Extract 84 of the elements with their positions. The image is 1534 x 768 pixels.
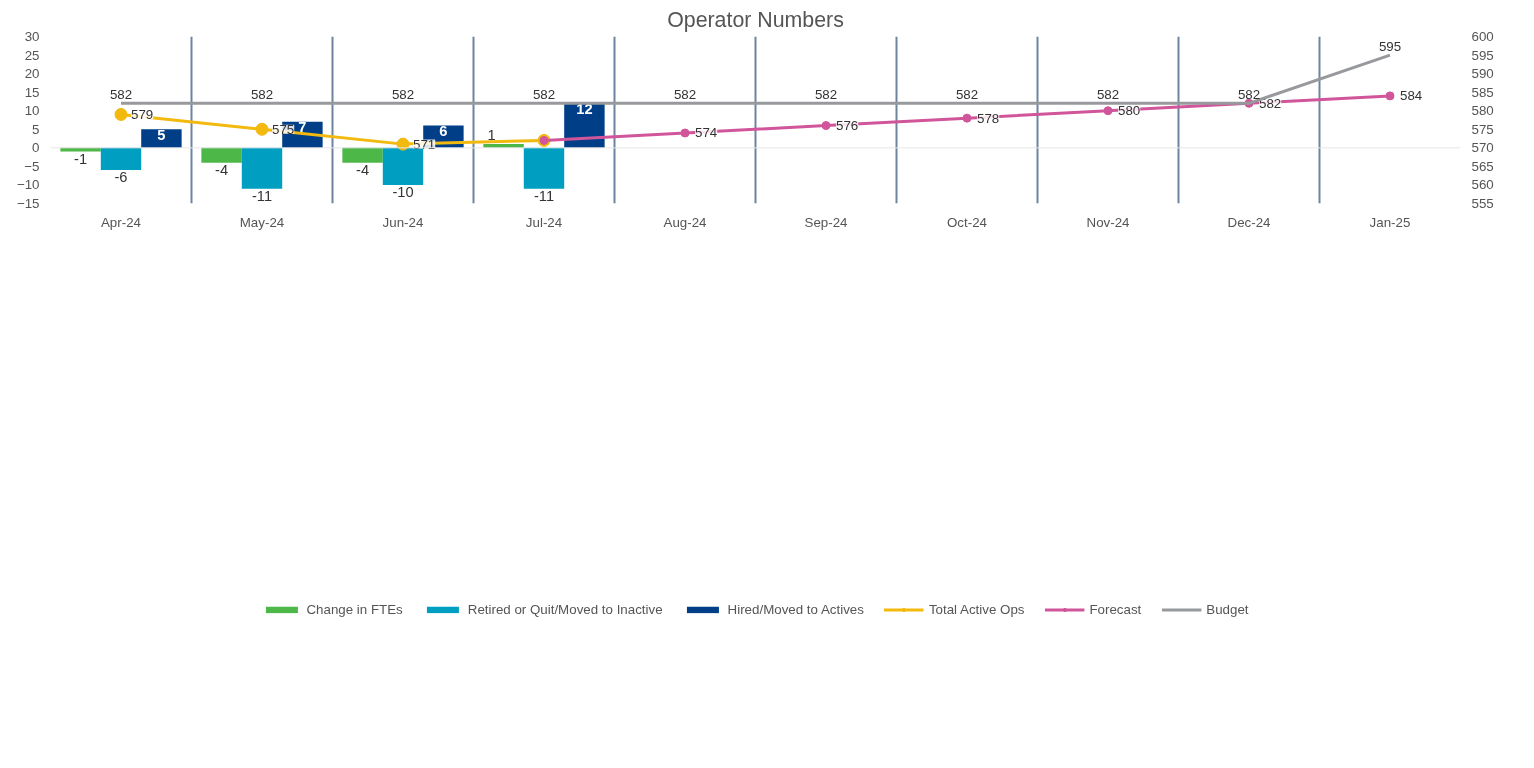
y-tick-label: −15 [16,196,40,211]
data-label: 582 [673,87,697,103]
data-label: 582 [955,87,979,103]
point [1385,91,1395,101]
data-label: 5 [157,126,166,143]
point [821,121,831,131]
point [114,107,128,121]
data-label: 578 [977,110,1000,126]
y2-tick-label: 595 [1471,47,1494,63]
y2-tick-label: 565 [1471,158,1494,174]
data-label: 582 [1096,87,1120,103]
data-label: -4 [356,161,370,178]
y2-tick-label: 570 [1471,140,1494,156]
point [962,113,972,123]
data-label: -6 [114,169,128,186]
data-label: -11 [251,187,273,204]
data-label: 579 [131,106,154,122]
data-label: 582 [1237,87,1261,103]
bar [201,147,242,163]
data-label: -1 [74,150,88,167]
bar [382,147,424,185]
bar [342,147,383,163]
legend-label: Total Active Ops [928,601,1025,617]
x-tick-label: Jan-25 [1369,214,1411,230]
data-label: 575 [272,121,295,137]
y-tick-label: 20 [24,66,40,82]
y-tick-label: 25 [24,47,40,63]
bar [60,147,101,152]
y2-tick-label: 590 [1471,66,1494,82]
x-tick-label: Sep-24 [804,214,849,230]
chart-title: Operator Numbers [667,7,844,32]
data-label: 580 [1118,103,1141,119]
y-tick-label: −5 [24,158,40,174]
y2-tick-label: 585 [1471,84,1494,100]
data-label: -10 [392,184,414,201]
x-tick-label: Apr-24 [101,214,142,230]
legend-label: Budget [1206,601,1249,617]
data-label: -4 [215,161,229,178]
y2-tick-label: 555 [1471,196,1494,211]
data-label: 1 [487,126,496,143]
y-tick-label: 0 [32,140,40,156]
y2-tick-label: 580 [1471,103,1494,119]
data-label: 582 [109,87,133,103]
point [396,137,410,151]
data-label: 582 [532,87,556,103]
legend-label: Hired/Moved to Actives [727,601,864,617]
y-tick-label: 30 [24,29,40,44]
data-label: 582 [814,87,838,103]
x-tick-label: Aug-24 [663,214,708,230]
legend-label: Forecast [1089,601,1142,617]
x-tick-label: May-24 [239,214,285,230]
data-label: 582 [250,87,274,103]
y-tick-label: 15 [24,84,40,100]
point [680,128,690,138]
bar [523,147,565,189]
legend-label: Change in FTEs [306,601,403,617]
data-label: 582 [391,87,415,103]
data-label: 576 [836,118,859,134]
bar [141,129,182,148]
x-tick-label: Nov-24 [1086,214,1131,230]
bar [241,147,283,189]
point [255,122,269,136]
x-tick-label: Dec-24 [1227,214,1272,230]
bar [100,147,142,171]
y2-tick-label: 575 [1471,121,1494,137]
data-label: 582 [1259,95,1282,111]
data-label: 12 [576,100,593,117]
data-label: 595 [1378,39,1402,55]
y2-tick-label: 600 [1471,29,1494,44]
y-tick-label: 10 [24,103,40,119]
y-tick-label: 5 [32,121,40,137]
point [1103,106,1113,116]
data-label: 574 [695,125,718,141]
data-label: -11 [533,187,555,204]
x-tick-label: Jun-24 [382,214,424,230]
data-label: 584 [1400,88,1423,104]
x-tick-label: Oct-24 [947,214,988,230]
legend-label: Retired or Quit/Moved to Inactive [467,601,663,617]
y2-tick-label: 560 [1471,177,1494,193]
data-label: 6 [439,123,448,140]
y-tick-label: −10 [16,177,40,193]
x-tick-label: Jul-24 [525,214,563,230]
data-label: 7 [298,119,307,136]
data-label: 571 [413,136,436,152]
